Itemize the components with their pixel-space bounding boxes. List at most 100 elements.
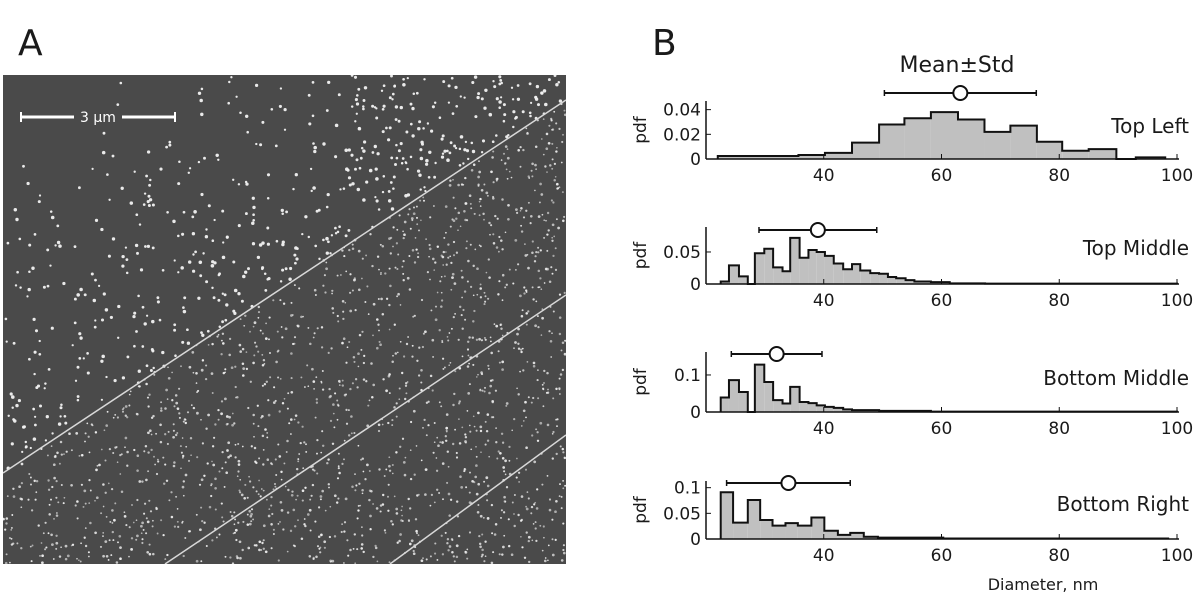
particle [270, 495, 273, 499]
particle [15, 403, 19, 408]
particle [557, 80, 561, 84]
particle [102, 505, 105, 508]
histogram-bar [773, 400, 783, 412]
particle [413, 314, 416, 317]
particle [220, 339, 223, 342]
particle [124, 414, 127, 417]
particle [398, 539, 401, 543]
particle [540, 288, 543, 291]
particle [473, 425, 476, 428]
particle [148, 543, 151, 546]
particle [350, 432, 353, 435]
particle [545, 219, 547, 222]
particle [397, 292, 400, 296]
particle [372, 503, 374, 505]
particle [258, 548, 261, 552]
particle [35, 386, 39, 390]
particle [511, 429, 513, 432]
particle [225, 303, 229, 307]
particle [480, 188, 484, 192]
particle [341, 384, 344, 387]
particle [498, 553, 501, 556]
particle [457, 534, 461, 538]
particle [174, 354, 177, 357]
particle [50, 215, 55, 220]
particle [261, 120, 265, 124]
particle [345, 270, 348, 273]
particle [48, 503, 51, 506]
particle [514, 115, 518, 119]
particle [486, 413, 490, 416]
particle [338, 471, 341, 475]
particle [150, 416, 154, 419]
particle [255, 490, 258, 493]
particle [391, 92, 395, 96]
particle [184, 537, 187, 539]
particle [396, 228, 399, 231]
particle [128, 393, 131, 396]
particle [562, 480, 564, 482]
particle [500, 159, 503, 161]
particle [306, 513, 310, 516]
particle [75, 432, 79, 435]
particle [199, 528, 202, 532]
particle [348, 248, 351, 252]
particle [520, 495, 524, 498]
particle [31, 266, 35, 270]
particle [70, 449, 73, 452]
particle [31, 544, 34, 547]
particle [535, 84, 540, 89]
particle [279, 280, 283, 283]
particle [83, 293, 87, 297]
particle [260, 488, 263, 490]
particle [498, 82, 502, 86]
particle [388, 561, 391, 564]
particle [328, 486, 330, 489]
particle [387, 495, 389, 498]
particle [442, 250, 445, 254]
mean-marker [809, 222, 826, 238]
particle [461, 276, 464, 279]
particle [18, 485, 21, 489]
particle [289, 433, 292, 435]
particle [83, 536, 86, 539]
particle [350, 153, 354, 157]
particle [467, 157, 470, 161]
particle [344, 497, 348, 501]
particle [561, 447, 565, 451]
particle [475, 464, 478, 467]
particle [409, 155, 413, 159]
legend-mean-std: Mean±Std [900, 53, 1015, 78]
particle [33, 372, 36, 376]
particle [129, 390, 132, 393]
particle [342, 187, 346, 190]
particle [125, 258, 129, 262]
particle [401, 371, 404, 375]
particle [538, 286, 541, 288]
particle [145, 174, 149, 178]
particle [546, 233, 549, 236]
particle [489, 379, 493, 382]
particle [321, 388, 325, 391]
particle [266, 226, 270, 230]
particle [462, 162, 465, 165]
particle [339, 188, 342, 191]
particle [16, 270, 19, 274]
particle [207, 204, 211, 208]
particle [425, 558, 428, 561]
particle [420, 140, 424, 145]
particle [429, 216, 432, 219]
particle [507, 544, 511, 548]
particle [495, 179, 498, 182]
particle [446, 336, 449, 338]
particle [93, 325, 97, 329]
particle [478, 200, 481, 203]
particle [180, 365, 182, 368]
particle [233, 311, 237, 316]
particle [337, 467, 340, 470]
particle [235, 95, 238, 98]
particle [253, 354, 256, 357]
particle [402, 83, 406, 87]
particle [527, 535, 531, 539]
particle [492, 242, 496, 245]
